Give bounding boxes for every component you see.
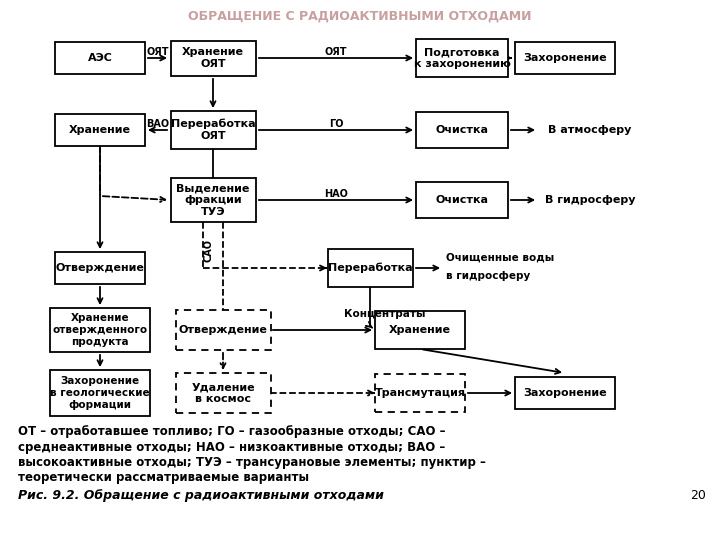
Text: Отверждение: Отверждение [179, 325, 267, 335]
Bar [171, 40, 256, 76]
Text: Захоронение: Захоронение [523, 53, 607, 63]
Text: ОТ – отработавшее топливо; ГО – газообразные отходы; САО –: ОТ – отработавшее топливо; ГО – газообра… [18, 425, 446, 438]
Bar [416, 182, 508, 218]
Text: Хранение
ОЯТ: Хранение ОЯТ [182, 47, 244, 69]
Text: 20: 20 [690, 489, 706, 502]
Bar [50, 370, 150, 416]
Bar [176, 373, 271, 413]
Bar [328, 249, 413, 287]
Text: АЭС: АЭС [88, 53, 112, 63]
Text: НАО: НАО [324, 189, 348, 199]
Bar [55, 114, 145, 146]
Text: САО: САО [203, 239, 213, 261]
Text: ОБРАЩЕНИЕ С РАДИОАКТИВНЫМИ ОТХОДАМИ: ОБРАЩЕНИЕ С РАДИОАКТИВНЫМИ ОТХОДАМИ [188, 10, 532, 23]
Text: Захоронение
в геологические
формации: Захоронение в геологические формации [50, 376, 150, 410]
Text: Трансмутация: Трансмутация [374, 388, 466, 398]
Bar [55, 252, 145, 284]
Bar [50, 308, 150, 352]
Text: Захоронение: Захоронение [523, 388, 607, 398]
Text: Отверждение: Отверждение [55, 263, 145, 273]
Text: Хранение: Хранение [389, 325, 451, 335]
Text: Концентраты: Концентраты [344, 309, 426, 319]
Text: Удаление
в космос: Удаление в космос [192, 382, 255, 404]
Text: Хранение
отвержденного
продукта: Хранение отвержденного продукта [53, 313, 148, 347]
Text: Подготовка
к захоронению: Подготовка к захоронению [413, 47, 510, 69]
Bar [515, 377, 615, 409]
Text: ВАО: ВАО [146, 119, 169, 129]
Text: ГО: ГО [329, 119, 343, 129]
Bar [375, 311, 465, 349]
Bar [55, 42, 145, 74]
Text: среднеактивные отходы; НАО – низкоактивные отходы; ВАО –: среднеактивные отходы; НАО – низкоактивн… [18, 441, 445, 454]
Text: высокоактивные отходы; ТУЭ – трансурановые элементы; пунктир –: высокоактивные отходы; ТУЭ – трансуранов… [18, 456, 486, 469]
Text: Переработка
ОЯТ: Переработка ОЯТ [171, 119, 256, 141]
Text: Выделение
фракции
ТУЭ: Выделение фракции ТУЭ [176, 184, 250, 217]
Bar [416, 112, 508, 148]
Text: Очистка: Очистка [436, 195, 488, 205]
Text: Хранение: Хранение [69, 125, 131, 135]
Bar [171, 111, 256, 149]
Text: В гидросферу: В гидросферу [545, 195, 635, 205]
Text: В атмосферу: В атмосферу [549, 125, 631, 135]
Text: Рис. 9.2. Обращение с радиоактивными отходами: Рис. 9.2. Обращение с радиоактивными отх… [18, 489, 384, 502]
Text: Переработка: Переработка [328, 263, 413, 273]
Text: Очистка: Очистка [436, 125, 488, 135]
Text: теоретически рассматриваемые варианты: теоретически рассматриваемые варианты [18, 471, 309, 484]
Bar [515, 42, 615, 74]
Bar [375, 374, 465, 412]
Bar [416, 39, 508, 77]
Text: Очищенные воды: Очищенные воды [446, 253, 554, 263]
Bar [171, 178, 256, 222]
Text: ОЯТ: ОЯТ [325, 47, 347, 57]
Text: ОЯТ: ОЯТ [146, 47, 168, 57]
Text: в гидросферу: в гидросферу [446, 271, 530, 281]
Bar [176, 310, 271, 350]
